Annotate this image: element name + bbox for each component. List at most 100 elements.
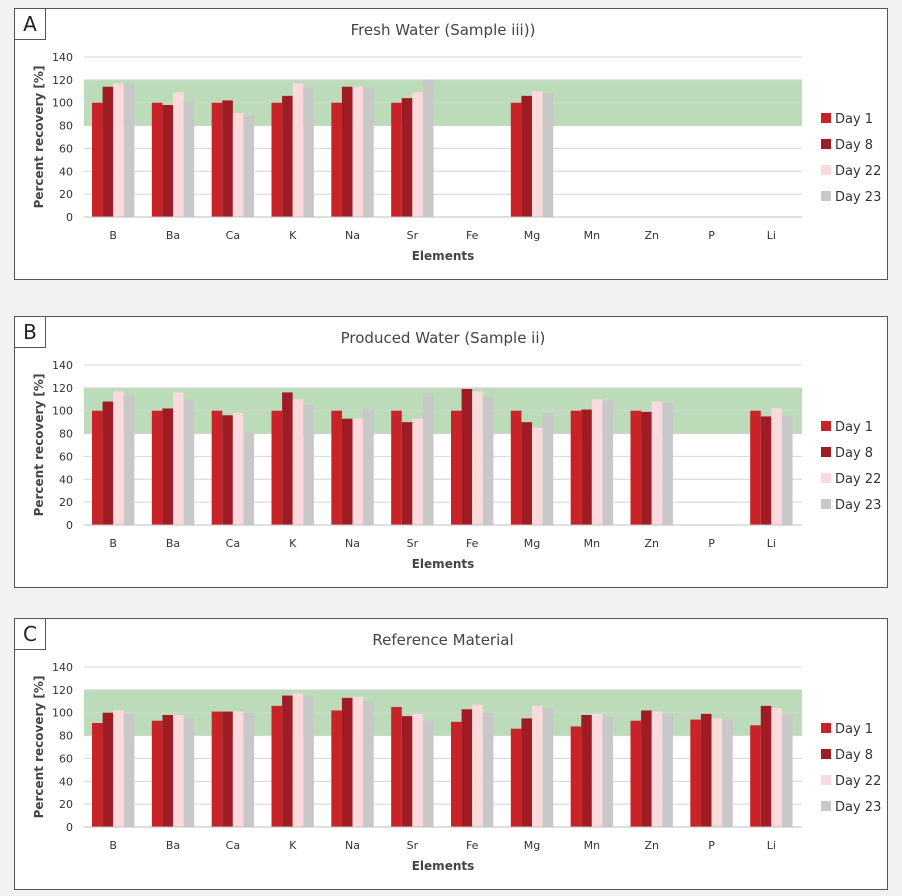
bar-day-23-li [781,415,793,525]
x-tick-label: Na [345,537,360,550]
bar-day-23-mn [602,717,614,827]
chart-panel-b: Produced Water (Sample ii) 0 20 40 60 80 100 12… [14,316,888,588]
bar-day-22-mg [532,91,543,217]
bar-day-8-ba [162,715,174,827]
x-tick-label: Zn [644,537,659,550]
bar-day-1-ca [211,410,223,525]
x-tick-label: K [289,839,297,852]
bar-day-23-zn [662,402,673,525]
bar-day-23-ba [183,100,195,217]
bar-day-23-p [722,719,733,827]
panel-letter-c: C [14,618,46,650]
bar-day-23-mg [542,413,554,525]
x-tick-label: Zn [644,839,659,852]
bar-day-22-li [771,708,782,827]
legend-swatch [821,165,831,175]
x-tick-label: P [708,537,715,550]
y-tick-label: 120 [52,684,73,697]
bar-day-22-k [292,693,304,827]
chart-panel-a: Fresh Water (Sample iii)) 0 20 40 60 80 100 120… [14,8,888,280]
legend-label: Day 23 [835,190,881,205]
y-tick-label: 40 [59,165,73,178]
x-tick-label: P [708,229,715,242]
bar-day-1-zn [630,720,642,827]
bar-day-1-ca [211,711,223,827]
y-tick-label: 20 [59,188,73,201]
bar-day-8-na [341,697,353,827]
bar-day-22-b [113,391,124,525]
x-axis-title: Elements [412,557,475,571]
bar-day-23-na [363,87,374,217]
x-tick-label: Mg [524,839,540,852]
bar-day-1-mg [510,102,522,217]
panel-letter-b: B [14,316,46,348]
x-tick-label: B [109,537,117,550]
bar-day-8-b [102,712,114,827]
bar-day-8-mn [581,715,592,827]
y-tick-label: 120 [52,74,73,87]
bar-day-1-li [750,725,761,827]
y-axis-title: Percent recovery [%] [32,374,46,517]
bar-day-23-sr [422,393,434,525]
bar-day-23-b [123,83,135,218]
x-tick-label: Ba [166,839,180,852]
bar-day-8-ba [162,408,174,525]
bar-day-22-b [113,710,124,827]
bar-day-23-na [363,409,374,525]
bar-day-23-fe [482,397,494,525]
legend-label: Day 23 [835,800,881,815]
bar-day-8-mg [521,422,533,525]
bar-day-22-mn [591,713,603,827]
bar-day-1-k [271,410,283,525]
x-tick-label: Mg [524,229,540,242]
bar-day-23-sr [422,79,434,217]
x-tick-label: Ba [166,229,180,242]
chart-title: Reference Material [372,631,513,649]
y-tick-label: 0 [66,821,73,834]
x-tick-label: Sr [407,229,419,242]
bar-day-23-zn [662,713,673,827]
x-tick-label: Li [767,229,776,242]
y-tick-label: 40 [59,473,73,486]
bar-day-8-zn [641,411,652,525]
bar-day-8-k [282,392,293,525]
legend-label: Day 8 [835,138,873,153]
bar-day-22-fe [472,704,483,827]
bar-day-23-k [303,695,314,827]
x-tick-label: Ca [226,537,240,550]
bar-day-22-mn [591,399,603,525]
bar-day-8-li [760,416,772,525]
bar-day-8-k [282,695,293,827]
bar-day-8-ca [222,100,233,217]
x-tick-label: Li [767,537,776,550]
bar-day-1-mn [570,726,582,827]
bar-day-22-zn [651,401,663,525]
legend-label: Day 1 [835,420,873,435]
x-tick-label: Na [345,229,360,242]
legend-swatch [821,447,831,457]
x-tick-label: K [289,229,297,242]
bar-day-8-zn [641,710,652,827]
bar-day-23-k [303,405,314,525]
bar-day-8-fe [461,709,473,827]
y-tick-label: 0 [66,519,73,532]
y-axis-title: Percent recovery [%] [32,676,46,819]
x-axis-title: Elements [412,249,475,263]
bar-day-22-ba [173,392,184,525]
x-tick-label: Sr [407,839,419,852]
y-tick-label: 120 [52,382,73,395]
x-tick-label: B [109,229,117,242]
y-tick-label: 20 [59,798,73,811]
bar-day-1-na [331,410,342,525]
chart-c-svg: Reference Material 0 20 40 60 80 100 120 140 B Ba C… [32,631,881,873]
x-tick-label: Mn [584,537,600,550]
x-tick-label: Sr [407,537,419,550]
bar-day-23-b [123,713,135,827]
bar-day-23-fe [482,712,494,827]
bar-day-8-ca [222,711,233,827]
bar-day-1-b [92,723,103,827]
bar-day-1-fe [451,410,462,525]
y-tick-label: 0 [66,211,73,224]
bar-day-8-ba [162,105,174,217]
bar-day-1-k [271,102,283,217]
